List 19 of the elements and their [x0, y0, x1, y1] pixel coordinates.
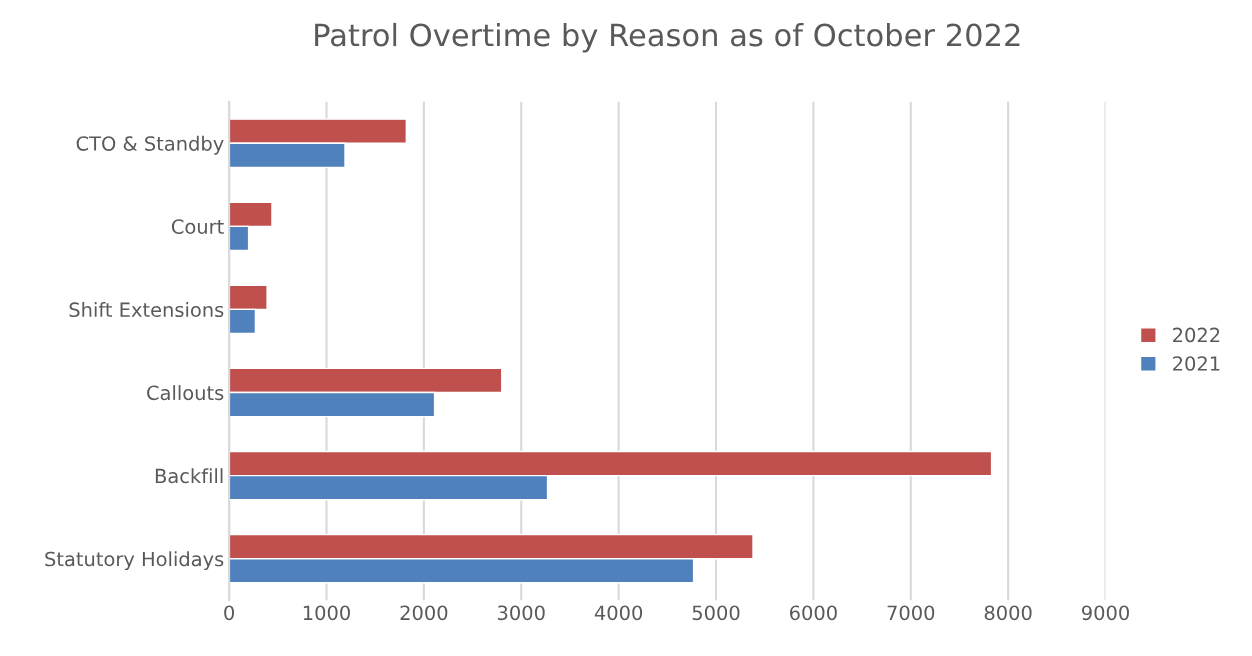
y-tick-label: Shift Extensions [69, 302, 224, 318]
x-tick-label: 2000 [400, 605, 448, 621]
legend-label: 2022 [1173, 327, 1220, 343]
x-tick-label: 3000 [497, 605, 545, 621]
x-tick-label: 7000 [887, 605, 935, 621]
y-tick-label: Court [171, 219, 224, 234]
y-tick-label: CTO & Standby [76, 135, 224, 155]
x-tick-label: 6000 [790, 605, 837, 621]
legend-label: 2021 [1173, 356, 1220, 371]
x-tick-label: 0 [224, 605, 235, 621]
x-tick-label: 4000 [594, 605, 643, 621]
y-tick-label: Callouts [147, 385, 224, 401]
x-tick-label: 9000 [1082, 605, 1129, 621]
x-tick-label: 8000 [984, 605, 1032, 621]
x-tick-label: 5000 [692, 605, 740, 621]
y-tick-label: Statutory Holidays [45, 551, 224, 571]
x-tick-label: 1000 [303, 605, 350, 621]
chart-title: Patrol Overtime by Reason as of October 2022 [315, 22, 1020, 53]
y-tick-label: Backfill [155, 468, 223, 484]
